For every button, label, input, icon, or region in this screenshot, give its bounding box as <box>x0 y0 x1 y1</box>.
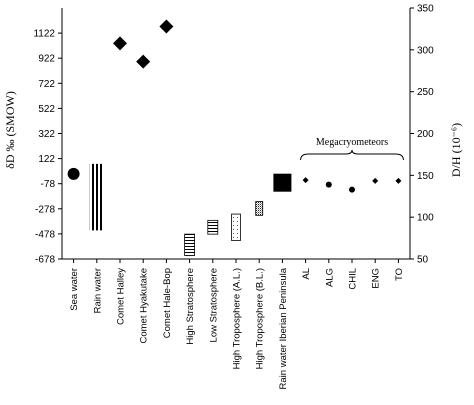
x-tick-label: High Stratosphere <box>185 268 196 345</box>
y-tick-label-right: 150 <box>417 171 434 182</box>
data-point <box>395 177 402 184</box>
y-tick-label-left: 1122 <box>33 29 55 40</box>
y-tick-label-right: 50 <box>417 255 429 266</box>
group-annotation-label: Megacryometeors <box>316 137 388 148</box>
range-bar <box>184 233 196 256</box>
x-tick-label: AL <box>301 268 312 280</box>
y-tick-label-right: 250 <box>417 87 434 98</box>
y-tick-label-left: 522 <box>38 104 55 115</box>
x-tick-label: ALG <box>324 268 335 287</box>
data-point <box>325 181 332 188</box>
data-point <box>349 186 355 193</box>
y-tick-label-left: -278 <box>35 204 55 215</box>
x-tick-label: Rain water <box>92 268 103 313</box>
y-tick-label-left: -78 <box>41 179 56 190</box>
x-tick-label: Low Stratosphere <box>208 268 219 342</box>
x-tick-label: High Troposphere (B.L.) <box>255 268 266 369</box>
x-tick-label: CHIL <box>348 268 359 290</box>
y-tick-label-right: 100 <box>417 213 434 224</box>
range-bar <box>255 201 264 216</box>
range-bar <box>89 163 104 231</box>
x-tick-label: Comet Hale-Bop <box>162 268 173 338</box>
x-tick-label: Comet Halley <box>116 268 127 325</box>
x-tick-label: Comet Hyakutake <box>139 268 150 344</box>
group-bracket <box>300 149 404 161</box>
y-tick-label-left: 322 <box>38 129 55 140</box>
x-tick-label: Sea water <box>69 268 80 311</box>
y-tick-label-left: 922 <box>38 54 55 65</box>
x-tick-label: Rain water Iberian Peninsula <box>278 267 289 389</box>
range-bar <box>231 213 241 241</box>
data-point <box>113 36 127 51</box>
y-tick-label-right: 200 <box>417 129 434 140</box>
range-bar <box>207 219 219 235</box>
data-point <box>273 173 292 192</box>
y-axis-label-left: δD ‰ (SMOW) <box>3 91 17 169</box>
x-tick-label: ENG <box>371 268 382 289</box>
data-point <box>159 19 174 34</box>
y-tick-label-left: -478 <box>35 229 55 240</box>
x-tick-label: High Troposphere (A.L.) <box>232 268 243 369</box>
x-tick-label: TO <box>394 268 405 281</box>
y-tick-label-right: 350 <box>417 4 434 15</box>
y-tick-label-right: 300 <box>417 45 434 56</box>
y-tick-label-left: 122 <box>38 154 55 165</box>
data-point <box>302 177 309 184</box>
y-tick-label-left: -678 <box>35 255 55 266</box>
data-point <box>136 54 151 69</box>
data-point <box>67 167 80 180</box>
y-axis-label-right: D/H (10⁻⁶) <box>449 123 463 177</box>
y-tick-label-left: 722 <box>38 79 55 90</box>
data-point <box>372 177 379 184</box>
